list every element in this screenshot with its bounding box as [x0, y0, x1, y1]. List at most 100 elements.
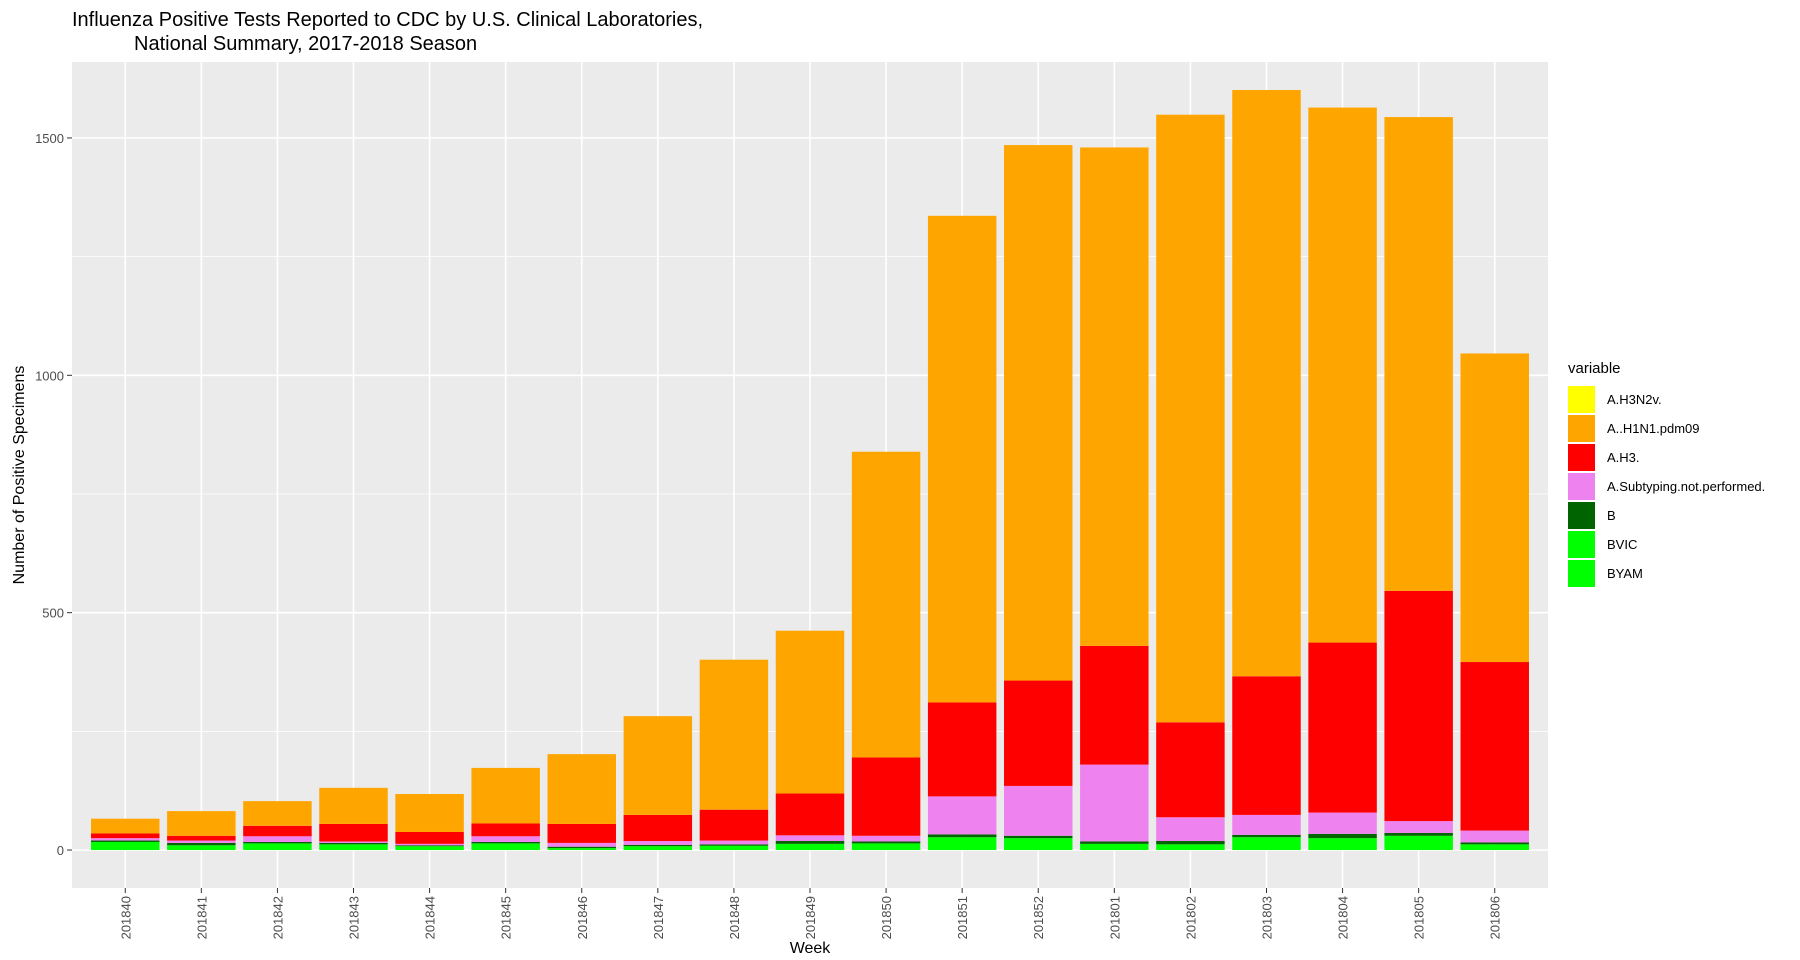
y-tick-label: 1000 — [35, 368, 64, 383]
bar-segment-a-subtyping-not-performed — [167, 840, 236, 843]
legend-label: A.H3N2v. — [1607, 392, 1662, 407]
bar-segment-a-h1n1-pdm09 — [319, 787, 388, 824]
bar-segment-a-subtyping-not-performed — [1004, 785, 1073, 836]
x-tick-label: 201850 — [879, 896, 894, 939]
x-tick-label: 201846 — [575, 896, 590, 939]
bar-segment-a-h1n1-pdm09 — [395, 794, 464, 832]
x-tick-label: 201847 — [651, 896, 666, 939]
bar-segment-a-subtyping-not-performed — [395, 843, 464, 846]
bar-segment-a-h1n1-pdm09 — [927, 215, 997, 703]
bar-segment-a-h3 — [623, 814, 693, 842]
bar-segment-a-subtyping-not-performed — [927, 796, 997, 835]
bar-segment-byam — [1004, 838, 1073, 851]
bar-segment-a-h3 — [167, 835, 236, 841]
bar-segment-a-subtyping-not-performed — [775, 835, 845, 842]
legend-label: B — [1607, 508, 1616, 523]
bar-segment-a-h3 — [91, 833, 160, 839]
bar-segment-a-h1n1-pdm09 — [167, 811, 236, 836]
bar-segment-b — [167, 842, 236, 846]
bar-segment-a-h3 — [395, 831, 464, 844]
x-tick-label: 201806 — [1488, 896, 1503, 939]
x-tick-label: 201852 — [1031, 896, 1046, 939]
bar-segment-a-subtyping-not-performed — [699, 840, 769, 845]
legend-label: A.H3. — [1607, 450, 1640, 465]
bar-segment-byam — [1080, 843, 1149, 851]
legend-key — [1568, 473, 1595, 500]
bar-segment-b — [775, 841, 845, 844]
bar-segment-byam — [91, 841, 160, 851]
bar-segment-b — [319, 842, 388, 845]
bar-segment-a-h1n1-pdm09 — [1232, 90, 1301, 677]
bar-segment-b — [1080, 841, 1149, 844]
bar-segment-a-h3 — [243, 825, 312, 837]
bar-segment-a-h1n1-pdm09 — [1080, 147, 1149, 646]
bar-segment-b — [395, 845, 464, 847]
bar-segment-a-h3 — [1080, 645, 1149, 765]
x-tick-label: 201849 — [803, 896, 818, 939]
chart-title-line2: National Summary, 2017-2018 Season — [134, 33, 478, 55]
bar-segment-a-h1n1-pdm09 — [1004, 145, 1073, 681]
x-tick-label: 201805 — [1412, 896, 1427, 939]
bar-segment-a-h3 — [1308, 642, 1377, 813]
bar-segment-a-h3 — [1004, 680, 1073, 786]
bar-segment-b — [471, 841, 540, 844]
bar-segment-byam — [775, 843, 845, 851]
chart-title-line1: Influenza Positive Tests Reported to CDC… — [72, 9, 704, 31]
bar-segment-byam — [623, 846, 693, 851]
bar-segment-a-h1n1-pdm09 — [851, 451, 921, 758]
bar-segment-a-subtyping-not-performed — [1080, 764, 1149, 842]
bar-segment-b — [1460, 842, 1529, 845]
bar-segment-a-h3 — [851, 757, 921, 836]
x-axis: 201840 201841 201842 201843 201844 201845 2018… — [118, 888, 1503, 939]
x-tick-label: 201843 — [347, 896, 362, 939]
bar-segment-a-subtyping-not-performed — [91, 838, 160, 841]
bar-segment-a-h1n1-pdm09 — [471, 767, 540, 824]
bar-segment-byam — [1308, 838, 1377, 851]
bar-segment-a-subtyping-not-performed — [623, 841, 693, 845]
x-tick-label: 201845 — [499, 896, 514, 939]
bar-segment-b — [1384, 832, 1453, 836]
bar-segment-a-subtyping-not-performed — [1156, 817, 1225, 842]
y-tick-label: 500 — [42, 606, 64, 621]
legend-label: BYAM — [1607, 566, 1643, 581]
bar-segment-a-h1n1-pdm09 — [623, 716, 693, 815]
bar-segment-b — [243, 841, 312, 844]
x-tick-label: 201801 — [1107, 896, 1122, 939]
bar-segment-byam — [1156, 844, 1225, 851]
bar-segment-a-h3 — [471, 823, 540, 837]
bar-segment-a-subtyping-not-performed — [1384, 821, 1453, 833]
bar-segment-a-subtyping-not-performed — [1460, 830, 1529, 843]
bar-segment-a-h1n1-pdm09 — [1156, 114, 1225, 723]
x-tick-label: 201851 — [955, 896, 970, 939]
bar-segment-a-h1n1-pdm09 — [1384, 117, 1453, 591]
bar-segment-a-h3 — [699, 809, 769, 841]
bar-segment-a-h1n1-pdm09 — [243, 801, 312, 826]
x-tick-label: 201844 — [423, 896, 438, 939]
bar-segment-b — [1156, 841, 1225, 845]
bar-segment-byam — [1460, 844, 1529, 851]
bar-segment-a-subtyping-not-performed — [1308, 812, 1377, 834]
bar-segment-b — [623, 844, 693, 847]
bar-segment-a-subtyping-not-performed — [243, 836, 312, 842]
legend-key — [1568, 531, 1595, 558]
bar-segment-byam — [395, 846, 464, 851]
legend-key — [1568, 415, 1595, 442]
x-axis-title: Week — [790, 940, 832, 957]
legend-key — [1568, 560, 1595, 587]
x-tick-label: 201841 — [194, 896, 209, 939]
bar-segment-a-h3 — [1156, 722, 1225, 818]
bar-segment-a-subtyping-not-performed — [851, 835, 921, 842]
bar-segment-a-h1n1-pdm09 — [1460, 353, 1529, 663]
y-axis: 0 500 1000 1500 — [35, 131, 72, 858]
legend-key — [1568, 502, 1595, 529]
x-tick-label: 201802 — [1183, 896, 1198, 939]
bar-segment-b — [699, 844, 769, 846]
bars-layer — [91, 90, 1529, 851]
x-tick-label: 201848 — [727, 896, 742, 939]
bar-segment-a-h3 — [547, 823, 616, 843]
x-tick-label: 201842 — [270, 896, 285, 939]
bar-segment-b — [1232, 834, 1301, 838]
x-tick-label: 201803 — [1259, 896, 1274, 939]
bar-segment-a-h3 — [1460, 662, 1529, 831]
bar-segment-a-h1n1-pdm09 — [91, 818, 160, 834]
